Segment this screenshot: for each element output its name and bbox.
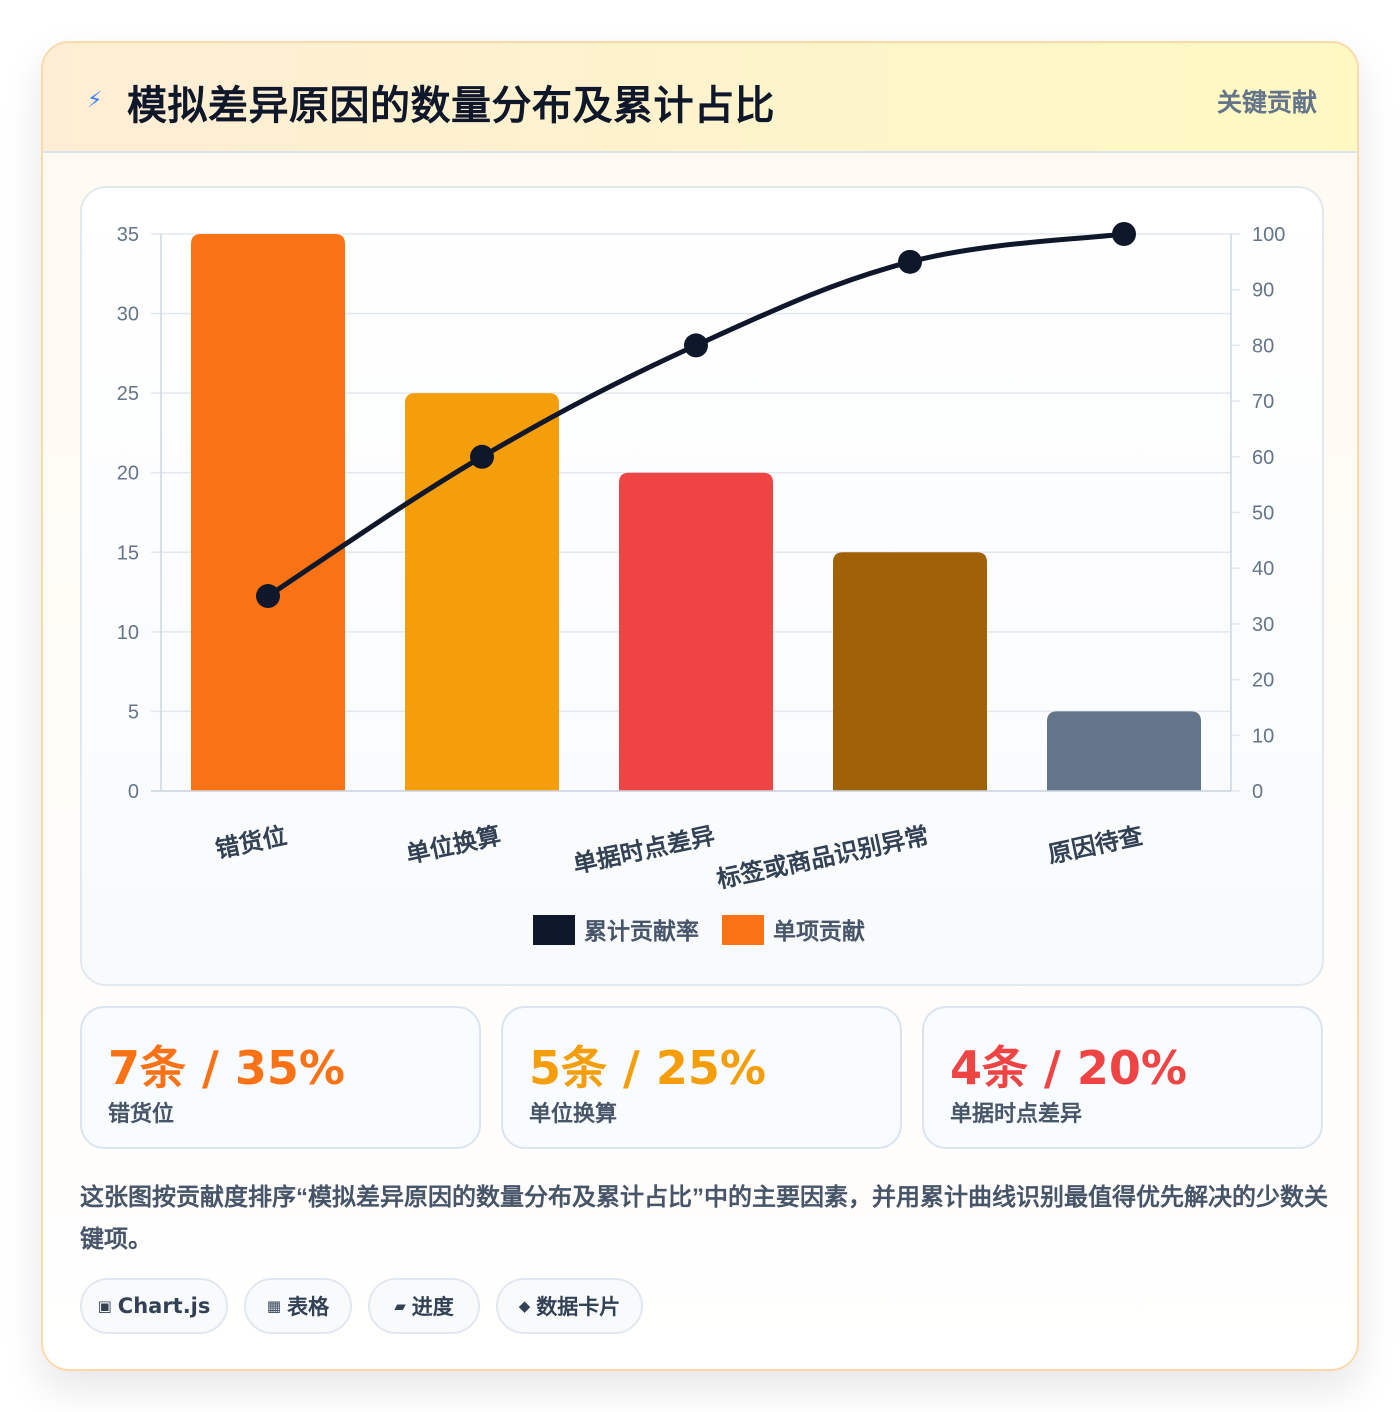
y-right-tick-label: 10 — [1252, 725, 1274, 747]
chip-label: Chart.js — [117, 1294, 211, 1318]
legend-label: 累计贡献率 — [584, 918, 699, 944]
bar — [191, 234, 345, 791]
stat-label: 错货位 — [108, 1101, 175, 1126]
stat-value: 5条 / 25% — [529, 1041, 766, 1095]
bar — [1047, 711, 1201, 791]
card-header: ⚡ 模拟差异原因的数量分布及累计占比 关键贡献 — [43, 43, 1357, 153]
chip-data-card[interactable]: ◆ 数据卡片 — [496, 1278, 643, 1334]
page-title: 模拟差异原因的数量分布及累计占比 — [127, 84, 775, 128]
y-right-tick-label: 20 — [1252, 670, 1274, 692]
y-left-tick-label: 10 — [117, 622, 139, 644]
bar — [619, 472, 773, 791]
x-tick-label: 单位换算 — [404, 821, 504, 868]
progress-icon: ▰ — [394, 1297, 406, 1315]
diamond-icon: ◆ — [518, 1297, 531, 1315]
y-left-tick-label: 30 — [117, 304, 139, 326]
x-tick-label: 单据时点差异 — [571, 821, 718, 878]
y-right-tick-label: 90 — [1252, 280, 1274, 302]
y-left-tick-label: 35 — [117, 224, 139, 246]
chip-chartjs[interactable]: ▣ Chart.js — [80, 1278, 228, 1334]
stat-card-2: 5条 / 25% 单位换算 — [501, 1006, 902, 1149]
chart-description: 这张图按贡献度排序“模拟差异原因的数量分布及累计占比”中的主要因素，并用累计曲线… — [80, 1184, 1328, 1253]
chart-card: ⚡ 模拟差异原因的数量分布及累计占比 关键贡献 0 5 10 15 20 25 30 35 0 1… — [41, 41, 1359, 1371]
bar — [405, 393, 559, 791]
chip-label: 表格 — [287, 1295, 330, 1319]
cumulative-point — [898, 249, 922, 274]
y-left-tick-label: 15 — [117, 542, 139, 564]
chart-panel: 0 5 10 15 20 25 30 35 0 10 20 30 40 50 60 70 80 90 100 错货位单… — [80, 186, 1324, 986]
y-right-tick-label: 40 — [1252, 558, 1274, 580]
stat-value: 7条 / 35% — [108, 1041, 345, 1095]
cumulative-point — [470, 444, 494, 469]
cumulative-point — [1112, 222, 1136, 246]
y-right-tick-label: 100 — [1252, 224, 1285, 246]
legend-label: 单项贡献 — [773, 918, 865, 944]
x-tick-label: 标签或商品识别异常 — [714, 821, 931, 893]
x-tick-label: 错货位 — [213, 821, 289, 863]
x-tick-label: 原因待查 — [1046, 822, 1146, 868]
y-left-tick-label: 25 — [117, 383, 139, 405]
lightning-icon: ⚡ — [87, 87, 103, 112]
cumulative-point — [256, 584, 280, 609]
bar — [833, 552, 987, 791]
stat-card-3: 4条 / 20% 单据时点差异 — [922, 1006, 1323, 1149]
stat-label: 单位换算 — [529, 1101, 618, 1126]
y-left-tick-label: 0 — [128, 781, 139, 803]
chart-icon: ▣ — [97, 1297, 112, 1315]
y-right-tick-label: 30 — [1252, 614, 1274, 636]
table-icon: ▦ — [266, 1297, 282, 1315]
stat-value: 4条 / 20% — [950, 1041, 1187, 1095]
chip-label: 数据卡片 — [536, 1295, 621, 1319]
header-tag: 关键贡献 — [1216, 89, 1317, 117]
y-left-tick-label: 20 — [117, 463, 139, 485]
pareto-chart: 051015202530350102030405060708090100错货位单… — [117, 222, 1285, 945]
y-right-tick-label: 50 — [1252, 503, 1274, 525]
stat-card-1: 7条 / 35% 错货位 — [80, 1006, 481, 1149]
legend-swatch — [533, 915, 575, 945]
chip-table[interactable]: ▦ 表格 — [244, 1278, 352, 1334]
y-left-tick-label: 5 — [128, 701, 139, 723]
y-right-tick-label: 80 — [1252, 335, 1274, 357]
cumulative-point — [684, 333, 708, 358]
chip-label: 进度 — [411, 1295, 454, 1319]
y-right-tick-label: 60 — [1252, 447, 1274, 469]
stat-label: 单据时点差异 — [950, 1101, 1083, 1126]
legend-swatch — [722, 915, 764, 945]
chip-progress[interactable]: ▰ 进度 — [368, 1278, 480, 1334]
y-right-tick-label: 0 — [1252, 781, 1263, 803]
y-right-tick-label: 70 — [1252, 391, 1274, 413]
